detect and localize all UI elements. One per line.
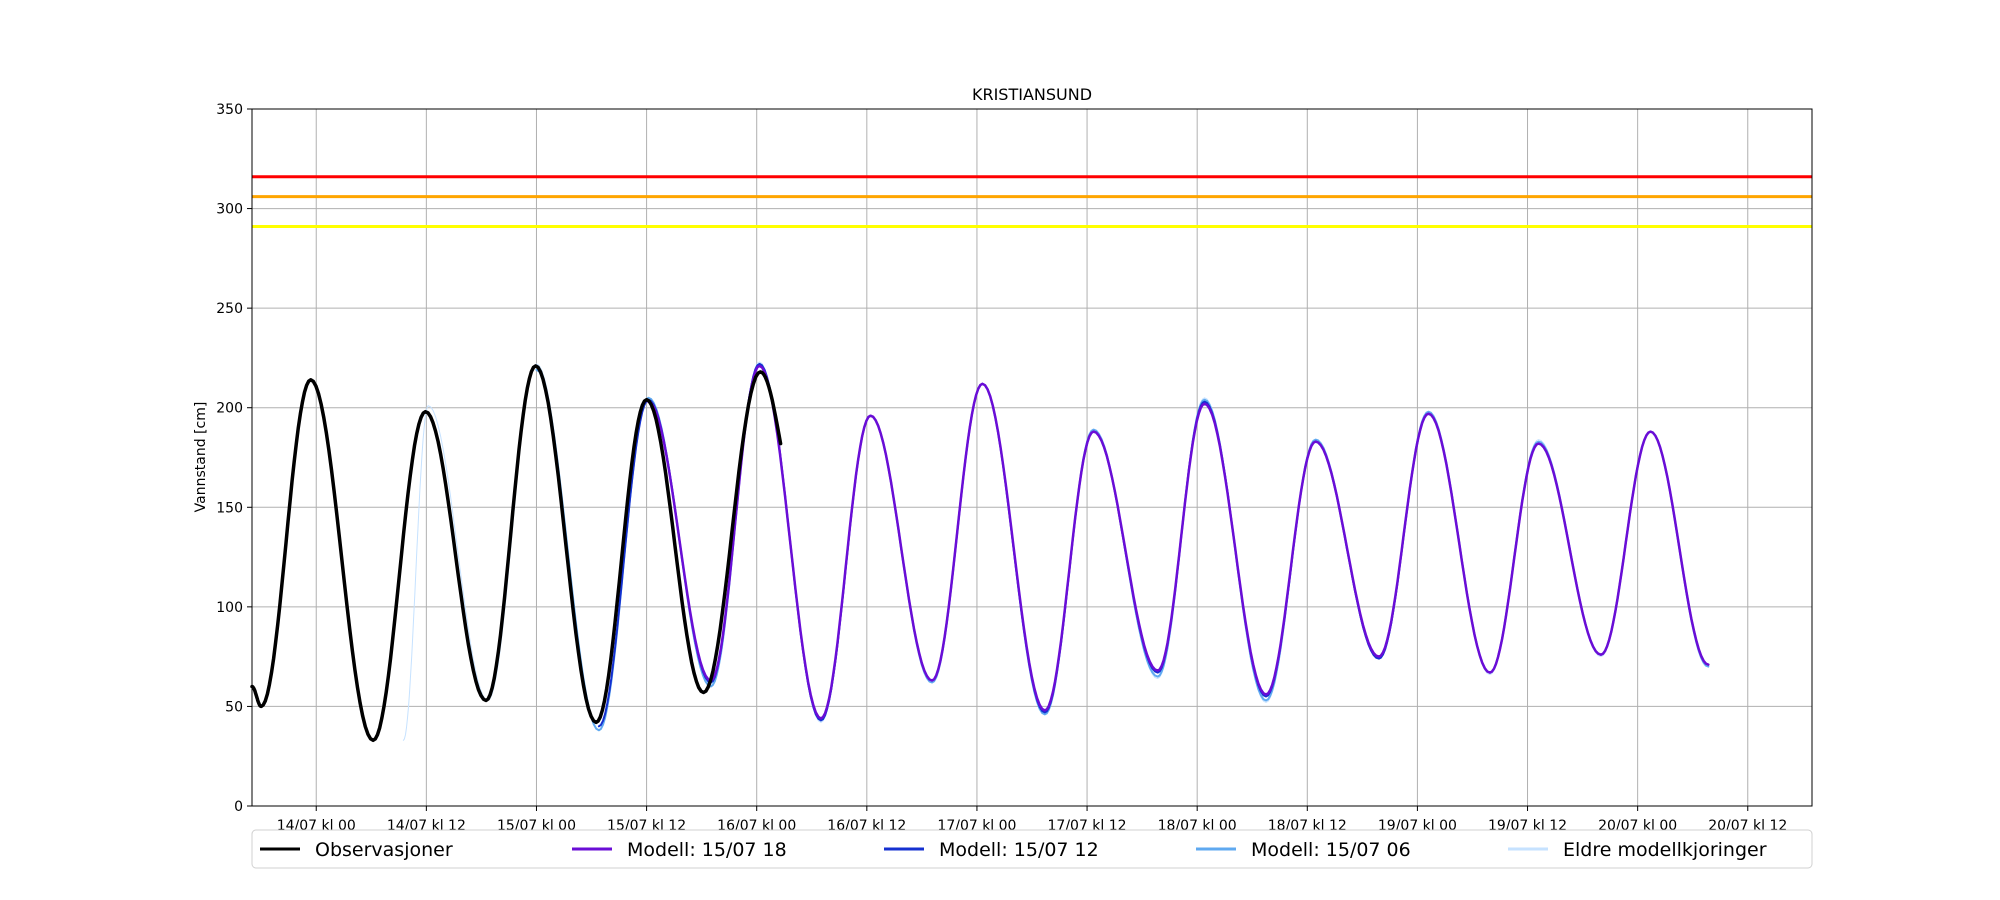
chart-title: KRISTIANSUND xyxy=(972,85,1092,104)
y-tick-label: 50 xyxy=(225,699,243,715)
series-lines xyxy=(250,361,1710,743)
y-tick-label: 150 xyxy=(216,500,243,516)
y-tick-label: 200 xyxy=(216,401,243,417)
legend-label: Eldre modellkjoringer xyxy=(1563,839,1767,861)
y-tick-label: 350 xyxy=(216,102,243,118)
legend-box xyxy=(251,829,1813,869)
y-tick-label: 100 xyxy=(216,600,243,616)
threshold-lines xyxy=(252,175,1812,228)
series-line-modell-15-07-18 xyxy=(647,364,1710,720)
y-axis-label: Vannstand [cm] xyxy=(193,402,209,513)
y-tick-label: 0 xyxy=(234,799,243,815)
y-tick-label: 250 xyxy=(216,301,243,317)
legend-label: Modell: 15/07 06 xyxy=(1251,839,1411,861)
legend-label: Modell: 15/07 12 xyxy=(939,839,1099,861)
plot-frame xyxy=(251,108,1813,807)
series-line-observasjoner xyxy=(250,364,783,743)
legend-label: Observasjoner xyxy=(315,839,453,861)
series-line-modell-15-07-12 xyxy=(597,362,1710,728)
y-tick-label: 300 xyxy=(216,202,243,218)
legend: Observasjoner Modell: 15/07 18 Modell: 15/… xyxy=(251,829,1813,869)
legend-label: Modell: 15/07 18 xyxy=(627,839,787,861)
y-axis: 0 50 100 150 200 250 300 350 xyxy=(216,102,252,815)
